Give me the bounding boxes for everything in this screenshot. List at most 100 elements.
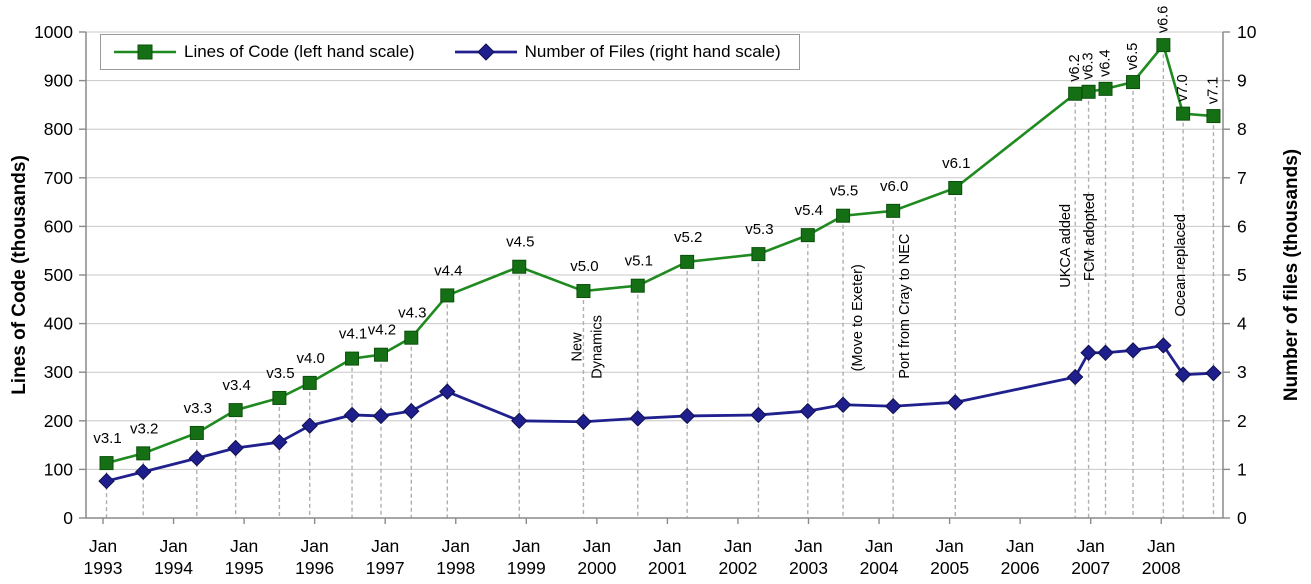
left-tick-label: 0: [63, 508, 73, 528]
version-label: v3.5: [266, 365, 294, 382]
version-label: v4.5: [506, 234, 534, 251]
left-tick-label: 900: [44, 71, 73, 91]
x-tick-month-label: Jan: [442, 536, 470, 556]
version-label: v6.5: [1125, 43, 1141, 70]
x-tick-year-label: 2001: [648, 558, 687, 578]
version-label: v3.1: [93, 430, 121, 447]
loc-point-marker: [1206, 109, 1221, 124]
version-label: v3.2: [130, 420, 158, 437]
right-tick-label: 3: [1237, 362, 1247, 382]
x-tick-year-label: 2004: [860, 558, 899, 578]
files-point-marker: [271, 433, 288, 451]
left-tick-label: 1000: [34, 22, 73, 42]
loc-point-marker: [680, 254, 695, 269]
x-tick-year-label: 1994: [154, 558, 193, 578]
files-point-marker: [1066, 368, 1084, 386]
loc-point-marker: [404, 330, 419, 345]
files-point-marker: [372, 407, 390, 425]
legend: Lines of Code (left hand scale) Number o…: [100, 34, 800, 70]
version-label: v6.4: [1098, 49, 1114, 76]
x-tick-month-label: Jan: [935, 536, 963, 556]
left-tick-label: 800: [44, 119, 73, 139]
x-tick-year-label: 1997: [366, 558, 405, 578]
files-point-marker: [403, 402, 420, 420]
x-tick-year-label: 1995: [225, 558, 264, 578]
version-label: v4.0: [297, 350, 325, 367]
x-tick-month-label: Jan: [794, 536, 822, 556]
annotation-label: FCM adopted: [1082, 193, 1098, 281]
right-tick-label: 5: [1237, 265, 1247, 285]
x-tick-year-label: 2007: [1071, 558, 1110, 578]
files-point-marker: [227, 439, 244, 457]
loc-point-marker: [1126, 75, 1141, 90]
files-point-marker: [1097, 344, 1114, 361]
loc-point-marker: [948, 181, 963, 196]
right-tick-label: 6: [1237, 216, 1247, 236]
x-tick-year-label: 2006: [1001, 558, 1040, 578]
loc-point-marker: [800, 228, 815, 243]
loc-point-marker: [1156, 38, 1171, 53]
version-label: v6.6: [1155, 6, 1171, 33]
version-label: v7.0: [1175, 74, 1191, 101]
x-tick-year-label: 1996: [295, 558, 334, 578]
annotation-label: (Move to Exeter): [850, 264, 866, 371]
loc-point-marker: [1098, 81, 1113, 96]
files-point-marker: [947, 394, 964, 411]
files-point-marker: [799, 402, 817, 420]
right-tick-label: 9: [1237, 71, 1247, 91]
version-label: v4.2: [368, 322, 396, 339]
files-point-marker: [750, 406, 767, 424]
x-tick-year-label: 1999: [507, 558, 546, 578]
version-label: v5.2: [674, 229, 702, 246]
files-point-marker: [439, 383, 456, 400]
right-tick-label: 0: [1237, 508, 1247, 528]
x-tick-month-label: Jan: [1147, 536, 1175, 556]
x-tick-year-label: 2008: [1142, 558, 1181, 578]
right-tick-label: 1: [1237, 459, 1247, 479]
loc-legend-label: Lines of Code (left hand scale): [184, 42, 415, 61]
left-tick-label: 500: [44, 265, 73, 285]
loc-point-marker: [272, 390, 287, 405]
version-label: v6.0: [880, 178, 908, 195]
x-tick-month-label: Jan: [371, 536, 399, 556]
annotation-label: New: [570, 332, 586, 362]
files-point-marker: [884, 398, 902, 415]
left-tick-label: 400: [44, 314, 73, 334]
annotation-label: UKCA added: [1058, 204, 1074, 288]
version-label: v5.0: [570, 258, 598, 275]
loc-legend-marker: [114, 44, 176, 60]
x-tick-month-label: Jan: [512, 536, 540, 556]
loc-point-marker: [1176, 106, 1191, 121]
loc-point-marker: [512, 259, 527, 274]
x-tick-year-label: 1993: [84, 558, 123, 578]
loc-point-marker: [136, 446, 151, 461]
x-tick-month-label: Jan: [583, 536, 611, 556]
loc-point-marker: [886, 203, 901, 218]
files-point-marker: [301, 417, 318, 434]
annotation-label: Dynamics: [590, 315, 606, 379]
left-tick-label: 100: [44, 459, 73, 479]
version-label: v4.4: [434, 262, 462, 279]
x-tick-month-label: Jan: [1077, 536, 1105, 556]
loc-sample-icon: [114, 44, 176, 60]
x-tick-year-label: 2005: [930, 558, 969, 578]
loc-point-marker: [228, 403, 243, 418]
x-tick-year-label: 2002: [718, 558, 757, 578]
x-tick-month-label: Jan: [301, 536, 329, 556]
files-point-marker: [135, 463, 152, 481]
annotation-label: Ocean replaced: [1173, 214, 1189, 316]
files-point-marker: [1080, 344, 1097, 361]
files-point-marker: [511, 412, 528, 430]
loc-point-marker: [99, 456, 114, 471]
x-tick-month-label: Jan: [724, 536, 752, 556]
version-label: v4.3: [398, 305, 426, 322]
x-tick-month-label: Jan: [89, 536, 117, 556]
annotation-label: Port from Cray to NEC: [897, 234, 913, 379]
version-label: v7.1: [1205, 77, 1221, 104]
version-label: v6.2: [1067, 54, 1083, 81]
files-point-marker: [834, 396, 852, 413]
x-tick-year-label: 1998: [436, 558, 475, 578]
right-tick-label: 7: [1237, 168, 1247, 188]
